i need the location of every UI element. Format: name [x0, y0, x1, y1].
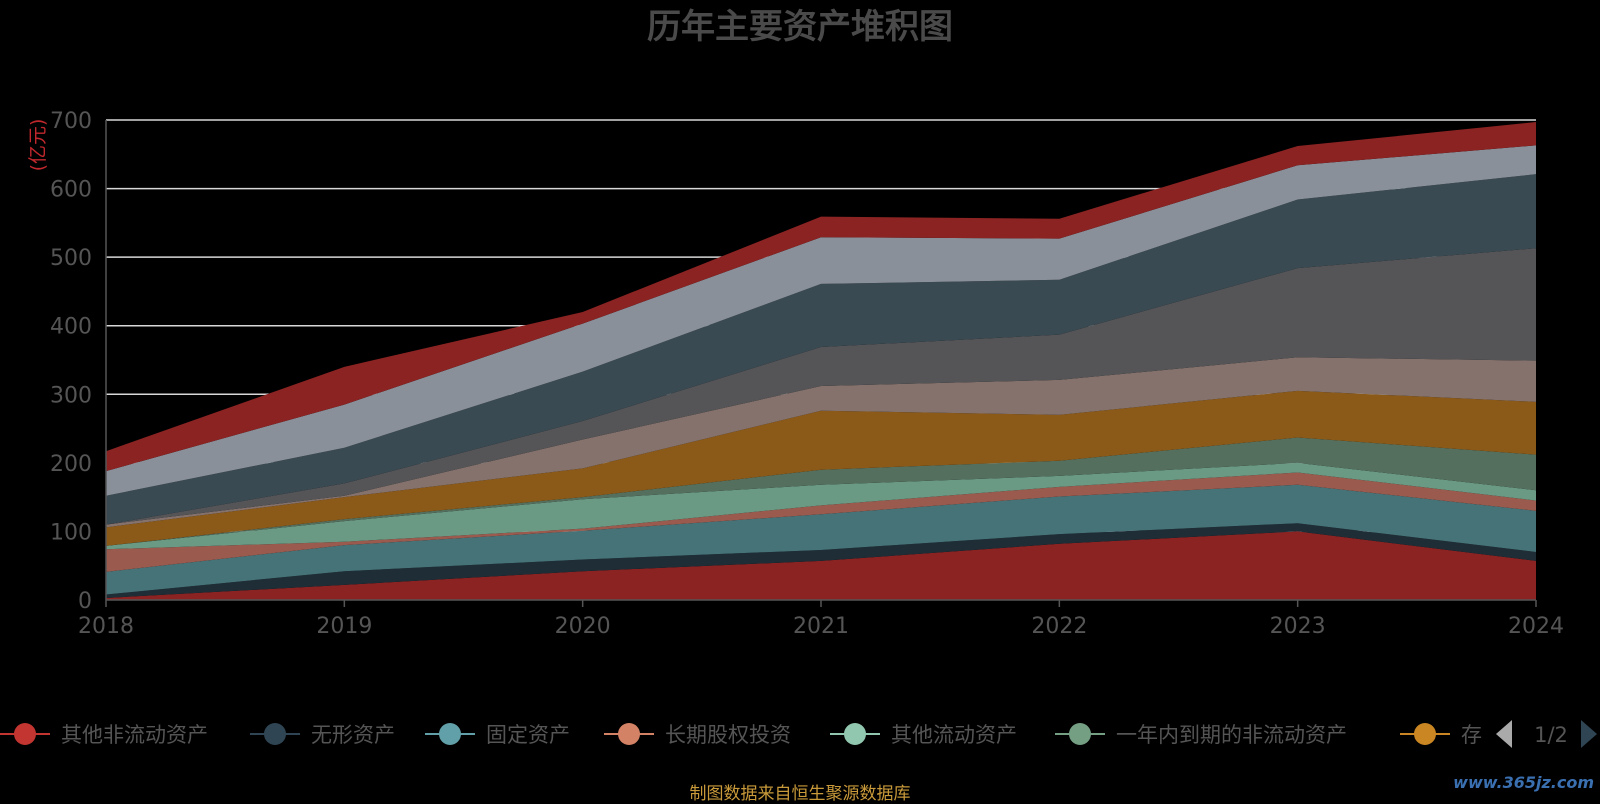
legend-marker	[1414, 723, 1436, 745]
y-tick-label: 700	[50, 109, 92, 134]
x-tick-label: 2023	[1270, 614, 1326, 639]
y-tick-label: 500	[50, 246, 92, 271]
x-tick-label: 2022	[1031, 614, 1087, 639]
x-tick-label: 2019	[316, 614, 372, 639]
area-series-group	[106, 122, 1536, 600]
area-series-9	[106, 174, 1536, 525]
area-series-10	[106, 145, 1536, 496]
area-series-0	[106, 531, 1536, 600]
x-tick-label: 2021	[793, 614, 849, 639]
area-series-1	[106, 523, 1536, 598]
x-tick-label: 2024	[1508, 614, 1564, 639]
legend-item[interactable]: 一年内到期的非流动资产	[1055, 723, 1347, 747]
legend: 其他非流动资产 无形资产 固定资产 长期股权投资 其他流动资产 一年内到期的非流动资产 存 1…	[0, 720, 1597, 748]
legend-prev-icon[interactable]	[1496, 720, 1512, 748]
data-source-credit: 制图数据来自恒生聚源数据库	[689, 784, 911, 804]
legend-item[interactable]: 无形资产	[250, 723, 395, 747]
legend-marker	[618, 723, 640, 745]
area-series-7	[106, 357, 1536, 528]
x-tick-label: 2018	[78, 614, 134, 639]
legend-item[interactable]: 存	[1400, 723, 1482, 747]
y-tick-label: 100	[50, 520, 92, 545]
legend-label: 其他非流动资产	[61, 723, 208, 747]
y-axis-label: (亿元)	[27, 119, 49, 172]
area-series-5	[106, 437, 1536, 546]
area-series-2	[106, 484, 1536, 595]
legend-label: 一年内到期的非流动资产	[1116, 723, 1347, 747]
legend-label: 长期股权投资	[665, 723, 791, 747]
legend-page-indicator: 1/2	[1534, 723, 1568, 747]
legend-item[interactable]: 其他流动资产	[830, 723, 1017, 747]
legend-next-icon[interactable]	[1581, 720, 1597, 748]
area-series-8	[106, 248, 1536, 525]
legend-label: 无形资产	[311, 723, 395, 747]
legend-label: 存	[1461, 723, 1482, 747]
y-tick-label: 400	[50, 315, 92, 340]
y-tick-label: 600	[50, 178, 92, 203]
legend-label: 固定资产	[486, 723, 570, 747]
area-series-6	[106, 390, 1536, 546]
site-watermark: www.365jz.com	[1453, 773, 1594, 792]
legend-item[interactable]: 长期股权投资	[604, 723, 791, 747]
legend-marker	[1069, 723, 1091, 745]
y-tick-label: 200	[50, 452, 92, 477]
y-tick-label: 0	[78, 589, 92, 614]
area-series-4	[106, 462, 1536, 550]
axes: 2018 2019 2020 2021 2022 2023 2024	[78, 120, 1564, 639]
x-tick-label: 2020	[555, 614, 611, 639]
legend-item[interactable]: 其他非流动资产	[0, 723, 208, 747]
legend-marker	[14, 723, 36, 745]
legend-item[interactable]: 固定资产	[425, 723, 570, 747]
y-tick-label: 300	[50, 383, 92, 408]
legend-label: 其他流动资产	[891, 723, 1017, 747]
legend-marker	[264, 723, 286, 745]
legend-marker	[844, 723, 866, 745]
chart-title: 历年主要资产堆积图	[647, 7, 953, 47]
area-series-11	[106, 122, 1536, 472]
legend-marker	[439, 723, 461, 745]
